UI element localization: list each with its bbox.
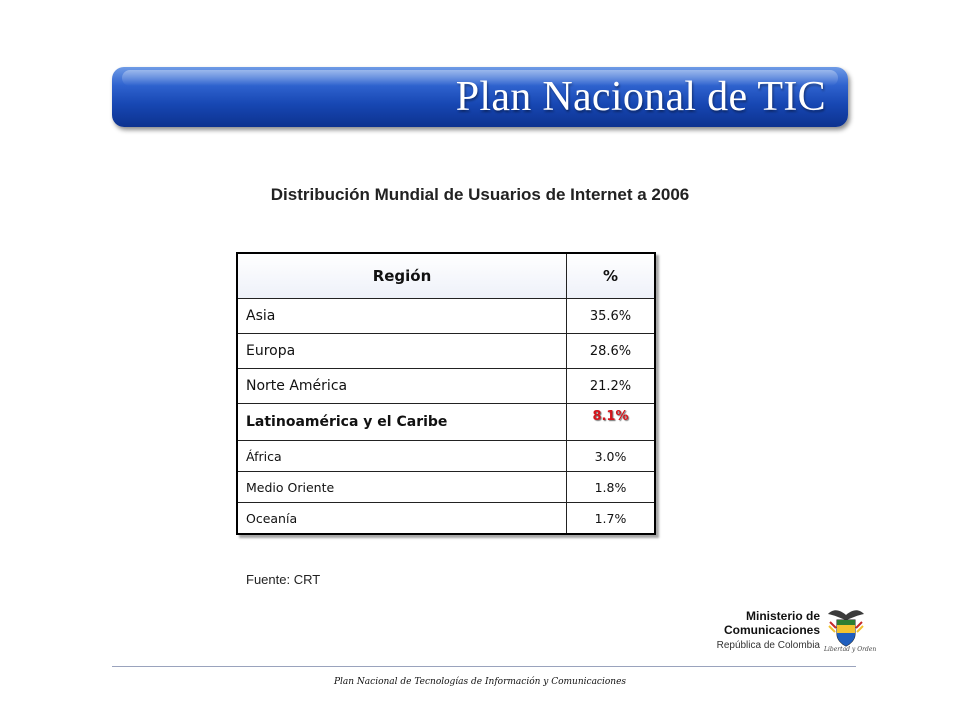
table-row: Asia 35.6% [236, 298, 656, 334]
percent-cell: 28.6% [565, 333, 656, 369]
highlighted-percent: 8.1% [592, 408, 629, 424]
region-cell: Norte América [236, 368, 567, 404]
percent-cell: 1.7% [565, 502, 656, 535]
region-cell: Europa [236, 333, 567, 369]
footer-divider [112, 666, 856, 667]
percent-cell: 21.2% [565, 368, 656, 404]
table-row: Medio Oriente 1.8% [236, 471, 656, 503]
logo-line-2: Comunicaciones [723, 623, 820, 637]
percent-cell: 1.8% [565, 471, 656, 503]
region-cell: Asia [236, 298, 567, 334]
table-row: Norte América 21.2% [236, 368, 656, 404]
table-row-highlighted: Latinoamérica y el Caribe 8.1% [236, 403, 656, 441]
source-note: Fuente: CRT [246, 572, 321, 587]
header-percent: % [565, 252, 656, 299]
percent-cell: 35.6% [565, 298, 656, 334]
table-row: Europa 28.6% [236, 333, 656, 369]
logo-line-1: Ministerio de [745, 609, 820, 623]
logo-line-3: República de Colombia [716, 640, 820, 651]
region-cell: África [236, 440, 567, 472]
table-row: África 3.0% [236, 440, 656, 472]
colombia-coat-of-arms-icon [828, 610, 864, 647]
percent-cell-highlighted: 8.1% [565, 403, 656, 441]
title-banner: Plan Nacional de TIC [112, 67, 848, 127]
ministry-logo: Ministerio de Comunicaciones República d… [716, 606, 877, 658]
internet-users-table: Región % Asia 35.6% Europa 28.6% Norte A… [236, 252, 656, 535]
footer-text: Plan Nacional de Tecnologías de Informac… [333, 677, 627, 687]
seal-motto: Libertad y Orden [824, 646, 877, 653]
region-cell: Medio Oriente [236, 471, 567, 503]
header-region: Región [236, 252, 567, 299]
table-header-row: Región % [236, 252, 656, 299]
table-title: Distribución Mundial de Usuarios de Inte… [270, 185, 690, 204]
region-cell: Latinoamérica y el Caribe [236, 403, 567, 441]
table-row: Oceanía 1.7% [236, 502, 656, 535]
region-cell: Oceanía [236, 502, 567, 535]
percent-cell: 3.0% [565, 440, 656, 472]
slide-title: Plan Nacional de TIC [455, 74, 826, 120]
